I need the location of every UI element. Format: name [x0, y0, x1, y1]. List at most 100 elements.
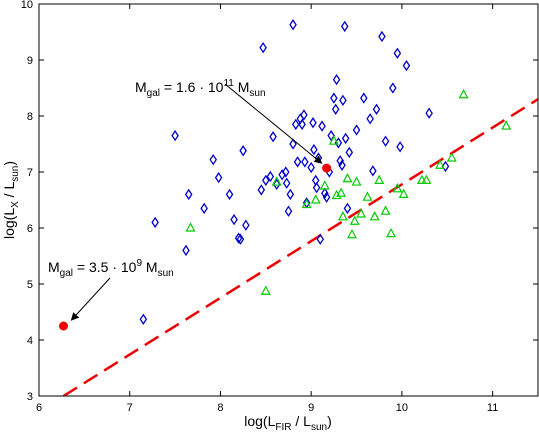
triangle-point-13 [351, 176, 362, 186]
diamond-point-22 [282, 177, 291, 189]
triangle-point-27 [501, 120, 512, 130]
diamond-point-36 [310, 143, 318, 156]
diamond-point-8 [225, 188, 234, 201]
x-tick-label-5: 11 [487, 402, 498, 414]
diamond-point-45 [327, 129, 335, 142]
diamond-point-6 [209, 154, 217, 166]
triangle-point-19 [386, 227, 397, 238]
triangle-point-0 [185, 222, 196, 232]
diamond-point-4 [184, 188, 193, 201]
diamond-point-16 [262, 174, 270, 187]
chart-axes: 6 7 8 9 10 11 3 4 5 6 7 8 9 10 [21, 0, 539, 414]
triangle-point-18 [380, 205, 391, 215]
diamond-point-57 [352, 124, 361, 136]
diamond-point-26 [289, 19, 297, 31]
triangle-point-16 [369, 211, 380, 221]
diamond-point-10 [234, 232, 243, 244]
y-tick-label-4: 7 [27, 167, 33, 179]
diamond-point-28 [293, 156, 302, 168]
diamond-point-56 [345, 146, 354, 159]
triangle-point-25 [446, 152, 457, 162]
triangle-point-14 [356, 208, 367, 218]
diamond-point-32 [301, 156, 309, 168]
diamond-point-9 [230, 213, 238, 226]
diamond-point-60 [369, 165, 377, 177]
y-tick-label-6: 9 [27, 55, 33, 67]
diamond-point-42 [321, 187, 329, 199]
diamond-point-17 [266, 170, 275, 183]
diamond-point-64 [389, 82, 397, 94]
diamond-point-31 [300, 109, 308, 121]
diamond-point-27 [291, 118, 300, 131]
diamond-point-14 [257, 184, 266, 196]
diamond-point-23 [284, 205, 293, 217]
triangle-point-23 [421, 174, 432, 184]
diamond-point-0 [139, 313, 148, 325]
diamond-point-49 [334, 137, 343, 149]
annotation-small-galaxy-mass: Mgal = 3.5 · 109 Msun [48, 258, 174, 279]
diamond-point-15 [259, 42, 267, 54]
y-axis-label: log(LX / Lsun) [1, 161, 21, 239]
diamond-point-48 [332, 73, 341, 86]
diamond-point-52 [339, 94, 347, 106]
plot-frame [38, 3, 539, 397]
diamond-point-50 [336, 155, 344, 167]
diamond-point-34 [307, 161, 315, 174]
diamond-point-59 [366, 113, 374, 125]
diamond-point-66 [396, 141, 404, 153]
triangle-point-26 [458, 88, 469, 99]
diamond-point-25 [289, 138, 297, 150]
triangle-point-5 [319, 180, 330, 190]
triangle-point-1 [260, 285, 271, 295]
diamond-point-38 [312, 182, 321, 194]
diamond-point-3 [182, 244, 190, 257]
y-tick-label-7: 10 [21, 0, 33, 11]
chart-marks [58, 19, 538, 396]
y-tick-label-5: 8 [27, 111, 33, 123]
x-tick-label-3: 9 [308, 402, 314, 414]
y-tick-label-2: 5 [27, 279, 33, 291]
triangle-point-21 [398, 188, 409, 198]
triangle-point-17 [374, 174, 385, 184]
triangle-point-12 [349, 215, 360, 225]
diamond-point-12 [239, 145, 247, 157]
diamond-point-54 [341, 132, 350, 145]
diamond-point-7 [214, 171, 223, 184]
diamond-point-58 [360, 92, 368, 104]
diamond-point-18 [269, 131, 277, 143]
diamond-point-55 [343, 202, 352, 215]
diamond-point-63 [381, 135, 390, 147]
x-tick-label-0: 6 [36, 402, 42, 414]
triangle-point-11 [347, 228, 358, 239]
highlight-point-1 [322, 163, 332, 173]
diamond-point-24 [286, 188, 295, 201]
diamond-point-69 [441, 160, 450, 173]
triangle-point-15 [362, 191, 373, 201]
diamond-point-19 [272, 178, 281, 190]
triangle-point-4 [310, 194, 321, 204]
diamond-point-21 [281, 166, 290, 178]
diamond-point-51 [338, 159, 346, 171]
annotation-milky-way-mass: Mgal = 1.6 · 1011 Msun [135, 78, 266, 99]
highlight-point-0 [58, 321, 68, 331]
x-tick-label-2: 8 [217, 402, 223, 414]
annotation-arrow-1 [70, 277, 111, 321]
triangle-point-3 [301, 198, 312, 209]
diamond-point-61 [372, 103, 381, 115]
diamond-point-39 [314, 152, 323, 164]
diamond-point-11 [236, 233, 245, 245]
diamond-point-13 [242, 219, 250, 231]
diamond-point-67 [402, 59, 411, 72]
diamond-point-46 [330, 92, 338, 104]
diamond-point-1 [151, 216, 159, 229]
y-tick-label-3: 6 [27, 223, 33, 235]
triangle-point-9 [337, 211, 348, 221]
diamond-point-43 [322, 191, 331, 203]
diamond-point-47 [331, 103, 340, 115]
annotation-arrow-0 [224, 83, 323, 164]
x-tick-label-4: 10 [396, 402, 408, 414]
trend-line [62, 98, 538, 396]
triangle-point-8 [336, 187, 347, 197]
diamond-point-68 [425, 107, 433, 119]
x-tick-label-1: 7 [127, 402, 133, 414]
